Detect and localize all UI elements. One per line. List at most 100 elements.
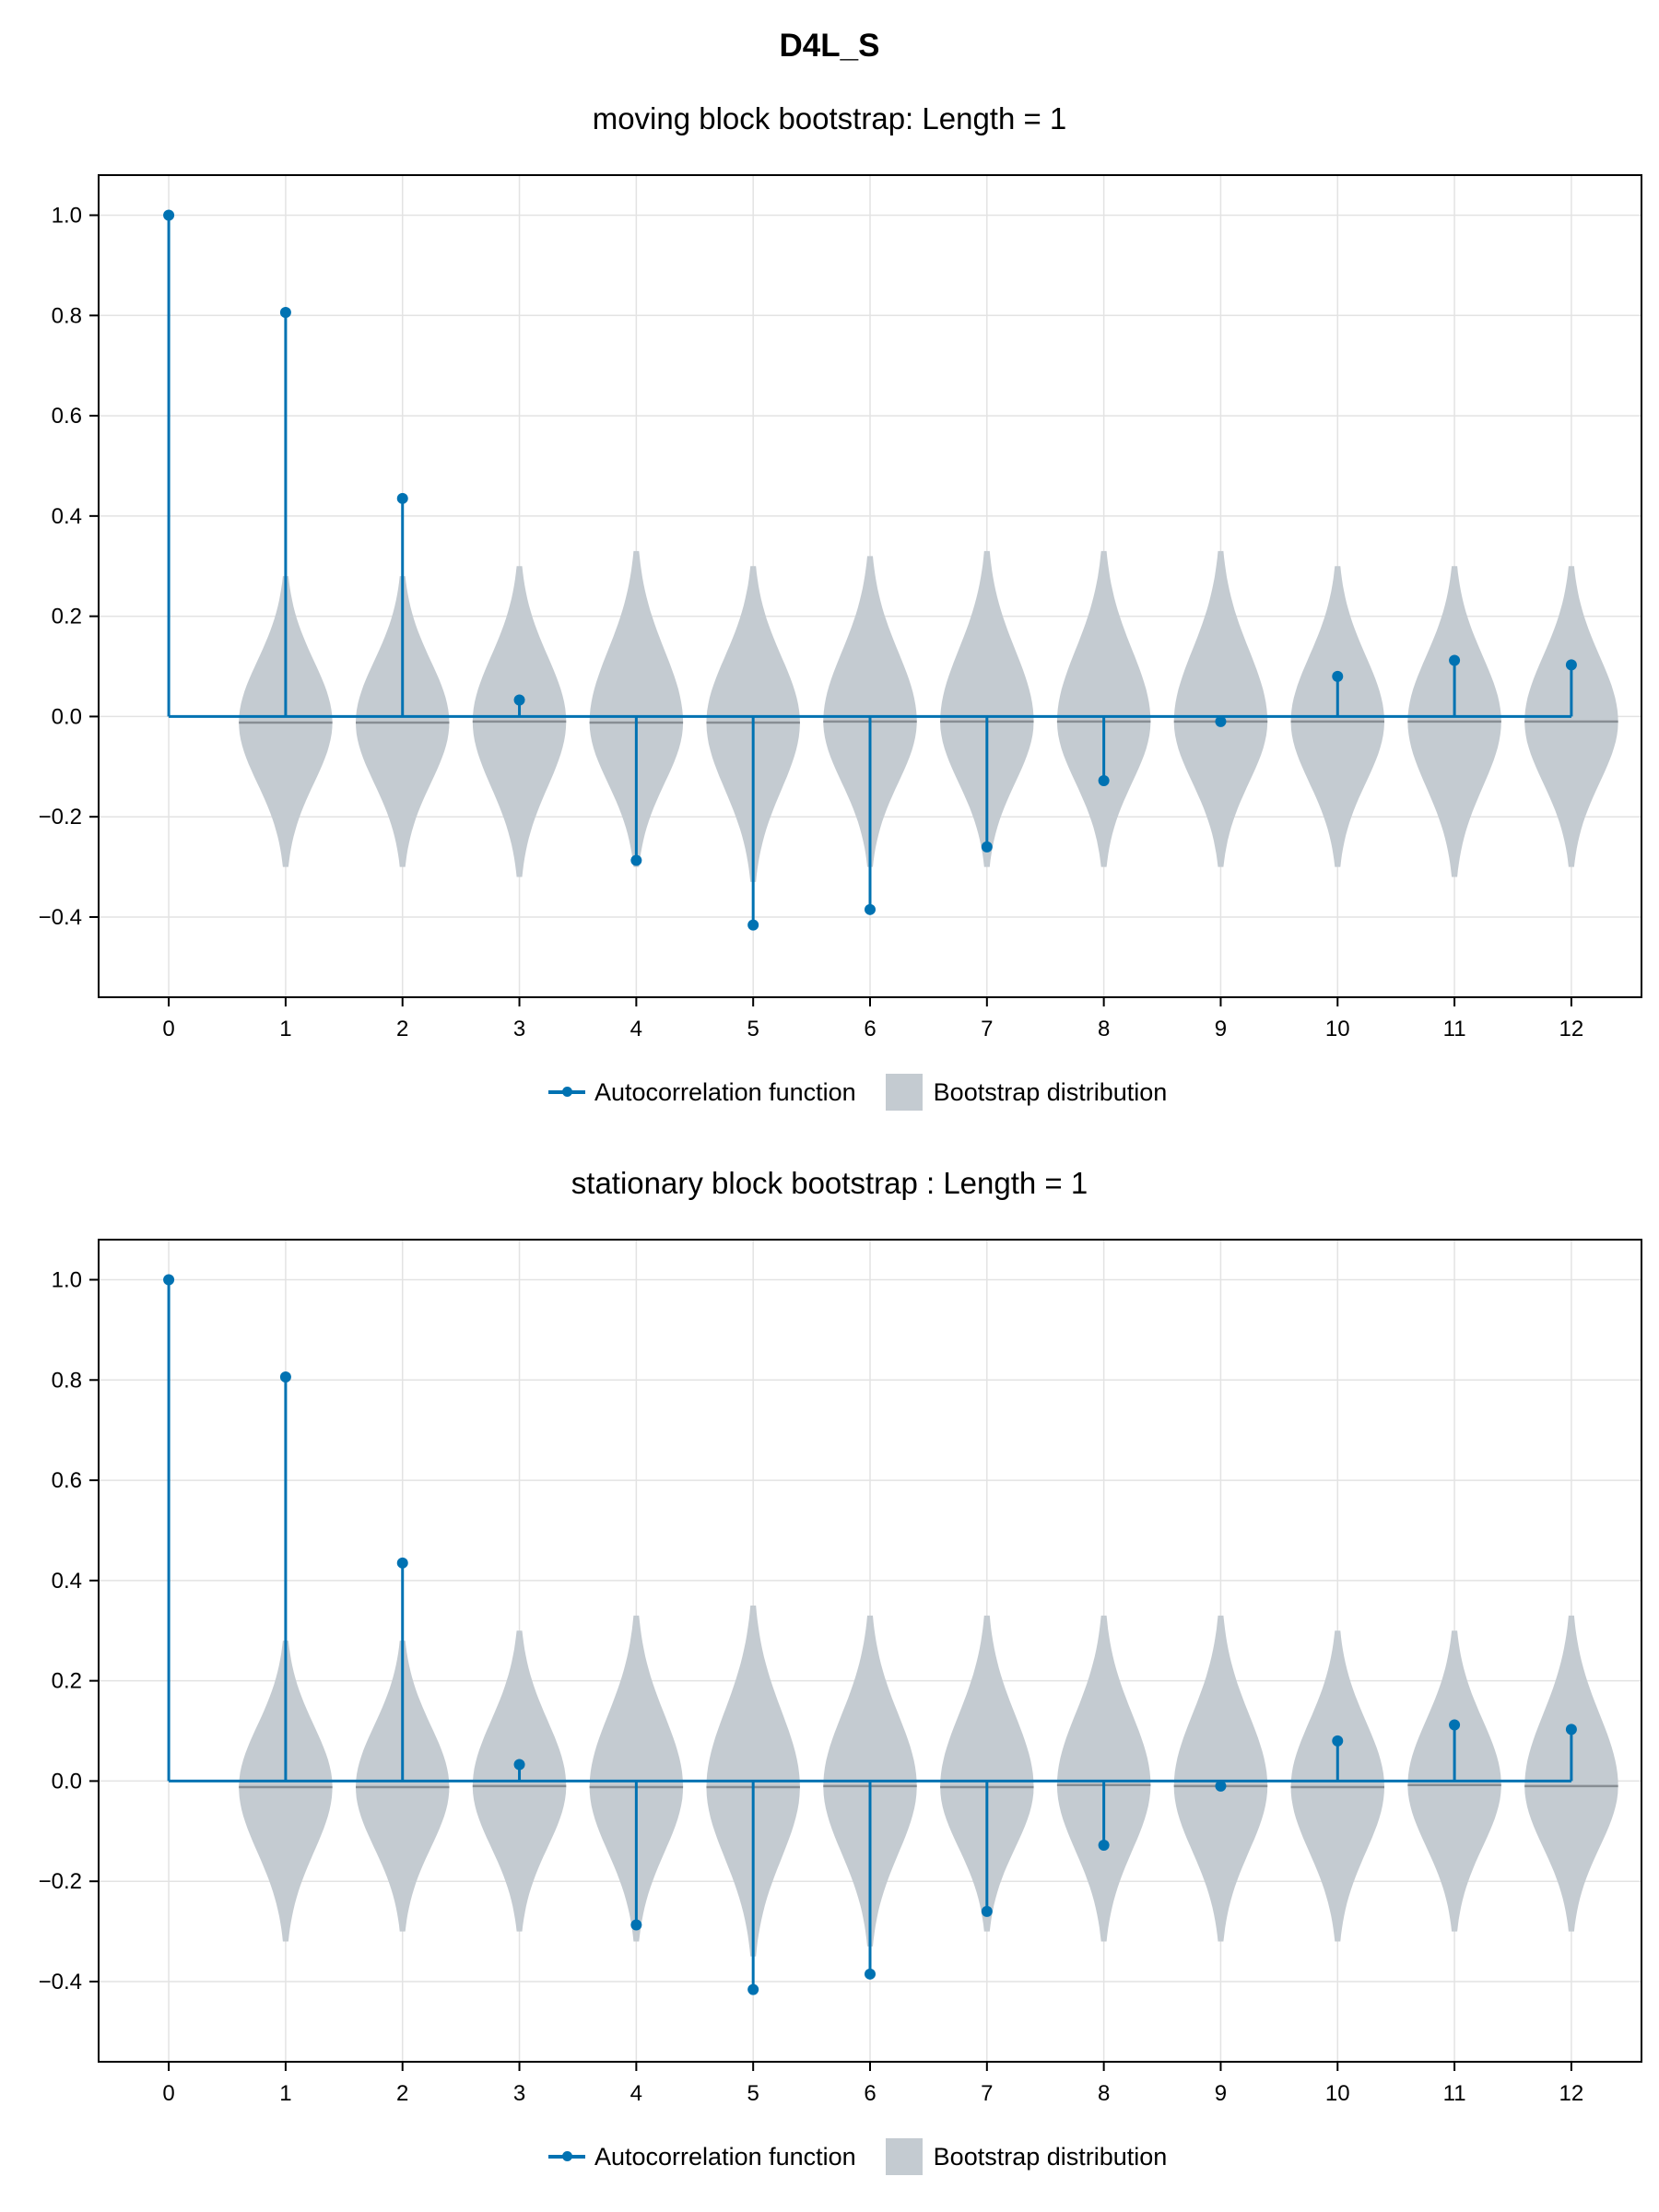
legend-marker-acf	[548, 2151, 585, 2161]
figure-title: D4L_S	[779, 28, 880, 64]
chart-legend: Autocorrelation function Bootstrap distr…	[548, 2138, 1196, 2175]
x-tick-label: 3	[513, 2081, 525, 2106]
acf-point	[630, 854, 642, 866]
x-tick-label: 10	[1325, 2081, 1350, 2106]
y-tick-label: 0.8	[52, 303, 82, 328]
acf-point	[279, 1371, 291, 1383]
acf-point	[1332, 670, 1344, 682]
acf-point	[1215, 1780, 1227, 1792]
x-tick-label: 3	[513, 1017, 525, 1041]
bootstrap-violin	[940, 550, 1034, 867]
chart-plot-area: 0 1 2 3 4 5 6 7 8 9 10 11 12−0.4−0.20.00.20.40.60.81…	[39, 174, 1642, 1041]
x-tick-label: 5	[747, 2081, 759, 2106]
x-tick-label: 7	[981, 2081, 993, 2106]
x-tick-label: 8	[1098, 2081, 1110, 2106]
acf-point	[396, 1557, 408, 1569]
acf-point	[1565, 659, 1577, 671]
y-tick-label: 0.2	[52, 605, 82, 629]
y-tick-label: −0.4	[39, 1970, 82, 1994]
x-tick-label: 8	[1098, 1017, 1110, 1041]
x-tick-label: 6	[864, 1017, 876, 1041]
acf-point	[981, 1905, 993, 1917]
y-tick-label: 0.0	[52, 704, 82, 729]
legend-marker-bootstrap	[885, 1074, 923, 1111]
legend-label-acf: Autocorrelation function	[594, 1077, 856, 1106]
bootstrap-violin	[589, 1615, 684, 1942]
x-tick-label: 1	[279, 1017, 291, 1041]
acf-point	[163, 1274, 175, 1286]
acf-point	[163, 209, 175, 221]
y-tick-label: 0.4	[52, 504, 82, 529]
legend-label-acf: Autocorrelation function	[594, 2142, 856, 2171]
legend-item-bootstrap: Bootstrap distribution	[885, 2138, 1168, 2175]
legend-marker-acf	[548, 1087, 585, 1097]
y-tick-label: 0.4	[52, 1569, 82, 1594]
bootstrap-violin	[1173, 1615, 1268, 1942]
acf-point	[1449, 1719, 1461, 1731]
y-tick-label: 0.8	[52, 1368, 82, 1393]
acf-point	[396, 492, 408, 504]
x-tick-label: 11	[1443, 2081, 1466, 2106]
x-tick-label: 10	[1325, 1017, 1350, 1041]
x-tick-label: 0	[162, 1017, 174, 1041]
chart-title: stationary block bootstrap : Length = 1	[571, 1166, 1088, 1200]
axis-ticks: 0 1 2 3 4 5 6 7 8 9 10 11 12−0.4−0.20.00.20.40.60.81…	[39, 1268, 1584, 2106]
chart-title: moving block bootstrap: Length = 1	[592, 101, 1067, 135]
acf-point	[513, 1759, 525, 1771]
x-tick-label: 1	[279, 2081, 291, 2106]
acf-point	[630, 1919, 642, 1931]
x-tick-label: 12	[1559, 1017, 1584, 1041]
x-tick-label: 9	[1215, 2081, 1227, 2106]
chart-plot-area: 0 1 2 3 4 5 6 7 8 9 10 11 12−0.4−0.20.00.20.40.60.81…	[39, 1239, 1642, 2106]
legend-item-acf: Autocorrelation function	[548, 2143, 856, 2171]
y-tick-label: 0.2	[52, 1669, 82, 1694]
acf-point	[981, 841, 993, 853]
acf-series	[163, 1274, 1577, 1995]
bootstrap-violin	[1056, 1615, 1151, 1942]
chart-panel-stationary-block: stationary block bootstrap : Length = 1 …	[0, 1157, 1659, 2207]
bootstrap-violin	[1173, 550, 1268, 867]
legend-marker-bootstrap	[885, 2138, 923, 2175]
acf-point	[513, 694, 525, 706]
y-tick-label: −0.2	[39, 1869, 82, 1894]
y-tick-label: 0.6	[52, 1468, 82, 1493]
acf-point	[1565, 1724, 1577, 1735]
acf-point	[1215, 715, 1227, 727]
bootstrap-violin	[239, 1641, 333, 1942]
x-tick-label: 2	[396, 1017, 408, 1041]
x-tick-label: 6	[864, 2081, 876, 2106]
x-tick-label: 4	[630, 2081, 642, 2106]
legend-label-bootstrap: Bootstrap distribution	[933, 1077, 1168, 1106]
acf-point	[1449, 654, 1461, 666]
legend-item-bootstrap: Bootstrap distribution	[885, 1074, 1168, 1111]
x-tick-label: 2	[396, 2081, 408, 2106]
x-tick-label: 11	[1443, 1017, 1466, 1041]
chart-legend: Autocorrelation function Bootstrap distr…	[548, 1074, 1196, 1111]
axis-ticks: 0 1 2 3 4 5 6 7 8 9 10 11 12−0.4−0.20.00.20.40.60.81…	[39, 204, 1584, 1041]
acf-point	[747, 919, 759, 931]
acf-point	[279, 307, 291, 319]
acf-point	[1332, 1735, 1344, 1747]
bootstrap-violin	[823, 556, 917, 867]
x-tick-label: 4	[630, 1017, 642, 1041]
x-tick-label: 7	[981, 1017, 993, 1041]
x-tick-label: 9	[1215, 1017, 1227, 1041]
y-tick-label: 0.0	[52, 1769, 82, 1794]
y-tick-label: 0.6	[52, 404, 82, 429]
bootstrap-violin	[589, 550, 684, 867]
acf-point	[1098, 1840, 1110, 1852]
acf-point	[747, 1983, 759, 1995]
y-tick-label: −0.4	[39, 905, 82, 930]
x-tick-label: 5	[747, 1017, 759, 1041]
acf-point	[865, 1968, 876, 1980]
bootstrap-violin	[1056, 550, 1151, 867]
acf-point	[865, 903, 876, 915]
y-tick-label: 1.0	[52, 204, 82, 229]
y-tick-label: −0.2	[39, 805, 82, 830]
legend-label-bootstrap: Bootstrap distribution	[933, 2142, 1168, 2171]
x-tick-label: 12	[1559, 2081, 1584, 2106]
acf-point	[1098, 775, 1110, 787]
acf-series	[163, 209, 1577, 931]
